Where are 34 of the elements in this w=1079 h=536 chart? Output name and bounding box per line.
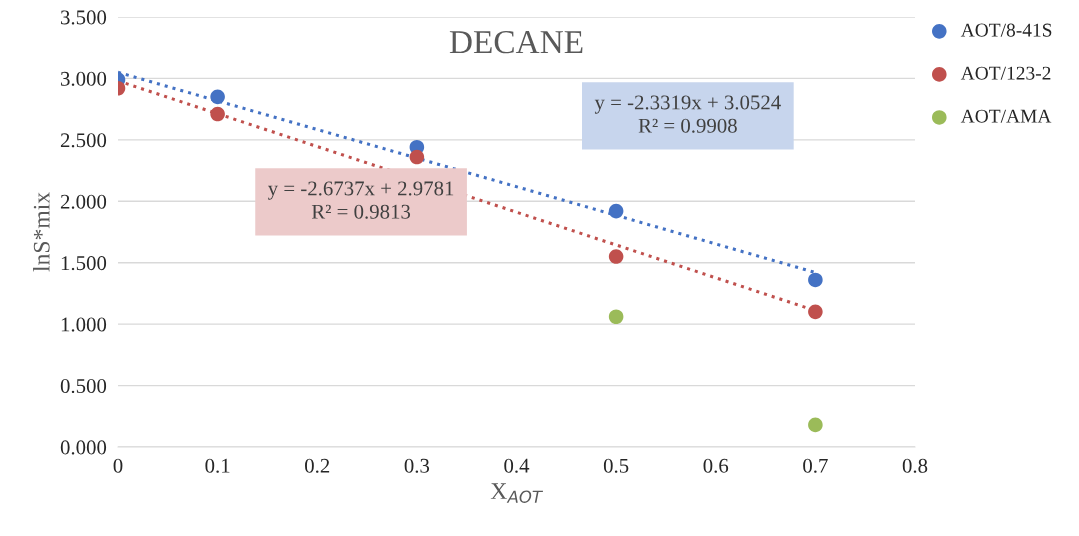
point [210, 106, 225, 122]
chart-title: DECANE [449, 30, 583, 54]
y-axis-title: lnS*mix [33, 192, 50, 272]
y-tick-label: 0.500 [60, 378, 107, 394]
y-tick-label: 3.000 [61, 71, 107, 86]
legend-label: AOT/123-2 [960, 66, 1051, 80]
x-axis-title: X$_{AOT}$ [490, 483, 544, 503]
point [210, 89, 225, 105]
annotation: y = -2.6737x + 2.9781 R² = 0.9813 [268, 181, 454, 219]
x-tick-label: 0.5 [603, 458, 629, 473]
legend-label: AOT/AMA [960, 109, 1052, 123]
point [608, 203, 624, 219]
x-tick-label: 0.1 [205, 458, 230, 473]
x-tick-label: 0 [113, 458, 123, 473]
y-tick-label: 3.500 [61, 10, 107, 25]
y-tick-label: 2.500 [60, 133, 107, 148]
x-tick-label: 0.7 [803, 458, 828, 473]
annotation: y = -2.3319x + 3.0524 R² = 0.9908 [594, 95, 781, 133]
x-tick-label: 0.6 [703, 458, 729, 473]
y-tick-label: 1.500 [61, 256, 107, 271]
x-tick-label: 0.8 [902, 458, 928, 473]
legend-label: AOT/8-41S [960, 23, 1052, 37]
point [608, 309, 624, 325]
point [808, 417, 823, 433]
x-tick-label: 0.3 [404, 458, 430, 473]
point [808, 272, 823, 288]
x-tick-label: 0.2 [305, 458, 330, 473]
y-tick-label: 2.000 [60, 194, 107, 209]
y-tick-label: 0.000 [60, 440, 107, 455]
point [808, 304, 823, 320]
y-tick-label: 1.000 [61, 317, 107, 332]
point [608, 249, 624, 264]
x-tick-label: 0.4 [504, 458, 530, 473]
point [409, 149, 425, 165]
